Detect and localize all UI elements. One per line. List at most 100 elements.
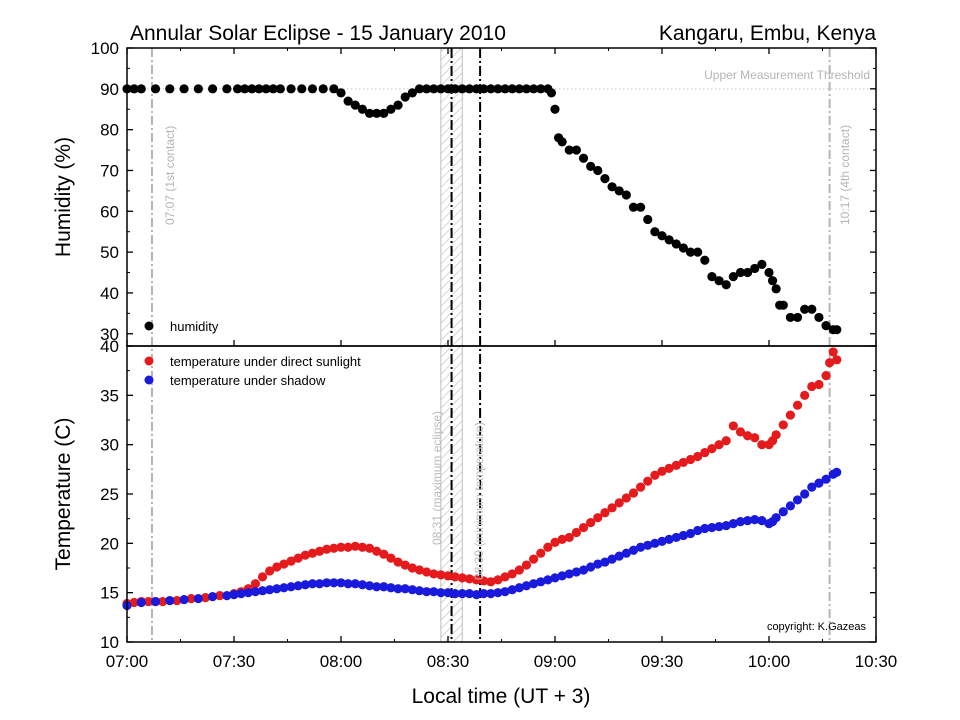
shadow-temperature-point (743, 516, 753, 526)
humidity-point (443, 84, 453, 94)
humidity-tick-label: 100 (91, 39, 119, 58)
shadow-temperature-point (664, 534, 674, 544)
sunlight-temperature-point (543, 542, 553, 552)
sunlight-temperature-point (343, 542, 353, 552)
shadow-temperature-point (422, 587, 432, 597)
sunlight-temperature-point (493, 575, 503, 585)
sunlight-temperature-point (821, 371, 831, 381)
sunlight-temperature-point (807, 381, 817, 392)
shadow-temperature-point (707, 522, 717, 533)
sunlight-temperature-point (771, 430, 781, 440)
shadow-temperature-point (721, 520, 731, 531)
shadow-temperature-point (443, 588, 453, 598)
sunlight-temperature-point (436, 570, 446, 580)
humidity-point (643, 214, 653, 225)
shadow-temperature-point (529, 579, 539, 589)
shadow-temperature-point (322, 578, 332, 588)
sunlight-temperature-point (422, 567, 432, 577)
humidity-point (735, 267, 746, 278)
shadow-temperature-point (222, 591, 232, 601)
shadow-temperature-point (593, 559, 603, 569)
shadow-temperature-point (757, 516, 767, 526)
shadow-temperature-point (771, 513, 781, 523)
shadow-temperature-point (785, 501, 796, 511)
shadow-temperature-point (693, 525, 703, 536)
shadow-temperature-point (792, 495, 803, 505)
sunlight-temperature-point (479, 576, 489, 586)
humidity-point (208, 84, 218, 94)
humidity-point (571, 145, 582, 155)
sunlight-temperature-point (307, 548, 318, 558)
humidity-point (521, 84, 532, 94)
humidity-point (297, 84, 307, 94)
sunlight-temperature-point (714, 440, 724, 450)
humidity-point (343, 96, 353, 106)
legend-shadow-label: temperature under shadow (170, 373, 326, 388)
shadow-temperature-point (500, 587, 510, 597)
sunlight-temperature-point (550, 537, 560, 547)
shadow-temperature-point (628, 545, 639, 555)
sunlight-temperature-point (379, 549, 389, 559)
sunlight-temperature-point (514, 565, 524, 575)
copyright-label: copyright: K.Gazeas (767, 621, 867, 633)
data-marks (122, 84, 842, 611)
first-contact-label: 07:07 (1st contact) (163, 126, 177, 225)
humidity-point (457, 84, 467, 94)
sunlight-temperature-point (257, 572, 268, 582)
shadow-temperature-point (357, 580, 367, 590)
shadow-temperature-point (728, 519, 738, 529)
shadow-temperature-point (336, 578, 346, 588)
humidity-point (329, 84, 339, 94)
shadow-temperature-point (486, 589, 496, 599)
shadow-temperature-point (700, 523, 710, 534)
sunlight-temperature-point (450, 572, 460, 582)
sunlight-temperature-point (593, 513, 603, 523)
sunlight-temperature-point (129, 597, 139, 608)
humidity-point (614, 186, 624, 196)
humidity-point (767, 276, 778, 286)
shadow-temperature-point (329, 578, 339, 588)
humidity-tick-label: 80 (100, 121, 119, 140)
shadow-temperature-point (286, 582, 296, 592)
shadow-temperature-point (832, 467, 842, 477)
sunlight-temperature-point (143, 596, 153, 607)
sunlight-temperature-point (825, 358, 835, 368)
shadow-temperature-point (650, 538, 660, 548)
sunlight-temperature-point (600, 508, 610, 518)
sunlight-temperature-point (393, 557, 403, 567)
humidity-point (372, 108, 382, 118)
humidity-point (693, 247, 703, 257)
humidity-point (165, 84, 175, 94)
sunlight-temperature-point (443, 571, 453, 581)
sunlight-temperature-point (743, 431, 753, 441)
humidity-point (364, 108, 375, 118)
sunlight-temperature-point (158, 596, 168, 607)
humidity-point (422, 84, 432, 94)
humidity-point (757, 259, 767, 269)
humidity-point (821, 320, 831, 331)
humidity-point (678, 243, 689, 253)
time-tick-label: 07:00 (106, 652, 149, 671)
shadow-temperature-point (735, 517, 746, 527)
sunlight-temperature-point (671, 460, 681, 470)
shadow-temperature-point (657, 536, 667, 546)
legend-sun-label: temperature under direct sunlight (170, 354, 361, 369)
shadow-temperature-point (821, 474, 831, 484)
shadow-temperature-point (414, 586, 425, 596)
humidity-point (407, 88, 417, 98)
legend-humidity-marker (144, 321, 154, 331)
humidity-tick-label: 60 (100, 202, 119, 221)
humidity-point (275, 84, 285, 94)
legend-shadow-marker (144, 375, 154, 385)
sunlight-temperature-point (186, 593, 196, 604)
sunlight-temperature-point (607, 503, 617, 513)
time-tick-label: 07:30 (213, 652, 256, 671)
humidity-point (247, 84, 257, 94)
humidity-point (436, 84, 446, 94)
humidity-point (471, 84, 482, 94)
chart-title: Annular Solar Eclipse - 15 January 2010 (130, 22, 506, 45)
sunlight-temperature-point (429, 569, 439, 579)
sunlight-temperature-point (828, 347, 838, 357)
humidity-point (664, 235, 674, 245)
